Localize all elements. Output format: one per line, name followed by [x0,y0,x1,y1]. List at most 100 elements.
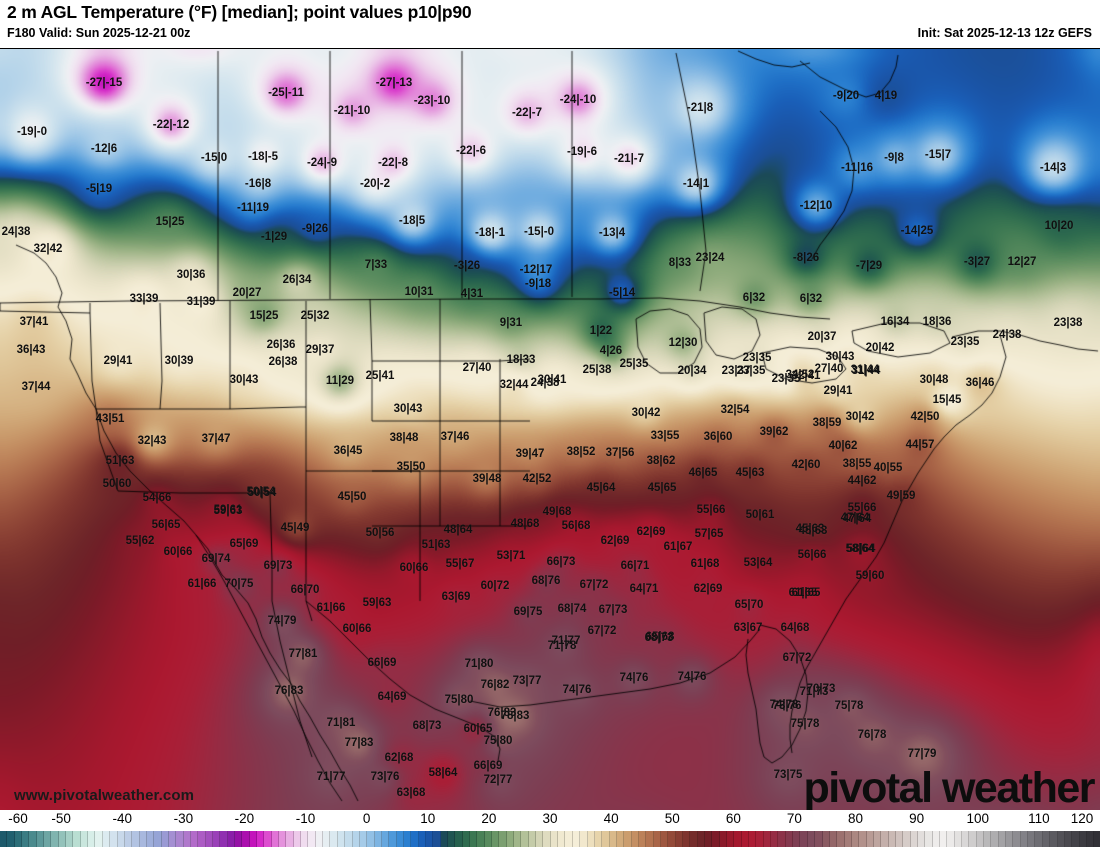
colorbar-swatch [117,831,125,847]
colorbar-tick: 50 [664,811,680,826]
colorbar-swatch [44,831,52,847]
colorbar-swatch [675,831,683,847]
colorbar-swatch [646,831,654,847]
colorbar-swatch [198,831,206,847]
colorbar-swatch [345,831,353,847]
colorbar-swatch [396,831,404,847]
colorbar-swatch [1013,831,1021,847]
colorbar-swatch [1079,831,1087,847]
colorbar-swatch [433,831,441,847]
colorbar-swatch [903,831,911,847]
colorbar-tick: 90 [909,811,925,826]
colorbar-swatch [602,831,610,847]
colorbar-swatch [1094,831,1100,847]
colorbar-swatch [73,831,81,847]
colorbar-tick: 80 [848,811,864,826]
colorbar-swatch [124,831,133,847]
colorbar-swatch [844,831,852,847]
colorbar-swatch [1006,831,1014,847]
colorbar-swatch [660,831,669,847]
colorbar-swatch [168,831,177,847]
colorbar-swatch [543,831,551,847]
colorbar-swatch [749,831,757,847]
colorbar-swatch [381,831,390,847]
colorbar-swatch [631,831,639,847]
colorbar-swatch [954,831,963,847]
colorbar-swatch [470,831,478,847]
colorbar-swatch [807,831,816,847]
map-header: 2 m AGL Temperature (°F) [median]; point… [0,0,1100,48]
colorbar-swatch [609,831,617,847]
colorbar-swatch [785,831,794,847]
colorbar-swatch [161,831,169,847]
colorbar-swatch [506,831,515,847]
colorbar-swatch [705,831,713,847]
colorbar-swatch [220,831,228,847]
colorbar-swatch [873,831,882,847]
colorbar-swatch [330,831,338,847]
colorbar-swatch [976,831,985,847]
colorbar-swatch [315,831,324,847]
colorbar-swatch [616,831,625,847]
colorbar-swatch [279,831,287,847]
colorbar-swatch [367,831,375,847]
colorbar-swatch [301,831,309,847]
colorbar-swatch [235,831,243,847]
colorbar-swatch [227,831,235,847]
colorbar-swatch [418,831,426,847]
colorbar-swatch [771,831,779,847]
colorbar-swatch [536,831,544,847]
colorbar-swatch [264,831,272,847]
colorbar-swatch [425,831,434,847]
colorbar-swatch [257,831,265,847]
colorbar-swatch [205,831,213,847]
colorbar-swatch [293,831,302,847]
colorbar-swatch [212,831,221,847]
colorbar-gradient-strip [0,831,1100,847]
colorbar-swatch [146,831,155,847]
init-time-label: Init: Sat 2025-12-13 12z GEFS [917,26,1092,40]
colorbar-swatch [565,831,573,847]
colorbar-swatch [88,831,96,847]
colorbar-tick: 120 [1070,811,1094,826]
colorbar-swatch [741,831,750,847]
colorbar-swatch [1057,831,1065,847]
colorbar-swatch [462,831,470,847]
colorbar-swatch [66,831,74,847]
colorbar-swatch [756,831,764,847]
colorbar-swatch [1028,831,1036,847]
colorbar-swatch [822,831,830,847]
colorbar-swatch [925,831,933,847]
colorbar-swatch [800,831,808,847]
map-viewport[interactable]: -27|-15 -25|-11 -27|-13 -23|-10 -21|-10 -22|-… [0,48,1100,810]
colorbar-swatch [95,831,103,847]
colorbar-swatch [352,831,360,847]
colorbar-swatch [484,831,493,847]
temperature-field-canvas[interactable] [0,49,1100,810]
colorbar-swatch [969,831,977,847]
colorbar-swatch [455,831,463,847]
colorbar-swatch [624,831,632,847]
colorbar-swatch [572,831,581,847]
colorbar-swatch [888,831,896,847]
colorbar-tick: -40 [112,811,132,826]
colorbar-swatch [984,831,992,847]
colorbar-swatch [859,831,867,847]
colorbar-swatch [719,831,728,847]
colorbar-swatch [638,831,647,847]
colorbar-tick: 110 [1028,811,1050,826]
colorbar-tick: 60 [725,811,741,826]
colorbar-swatch [308,831,316,847]
colorbar-tick: 10 [420,811,436,826]
colorbar-swatch [139,831,147,847]
colorbar-swatch [389,831,397,847]
colorbar-swatch [653,831,661,847]
colorbar-swatch [962,831,970,847]
colorbar-tick-labels: -60 -50 -40 -30 -20 -10 0 10 20 30 40 50 60 70 80 90 100… [0,810,1100,830]
colorbar-swatch [727,831,735,847]
colorbar-swatch [286,831,294,847]
colorbar-swatch [1086,831,1095,847]
colorbar-swatch [910,831,918,847]
colorbar-swatch [991,831,999,847]
colorbar-swatch [440,831,448,847]
